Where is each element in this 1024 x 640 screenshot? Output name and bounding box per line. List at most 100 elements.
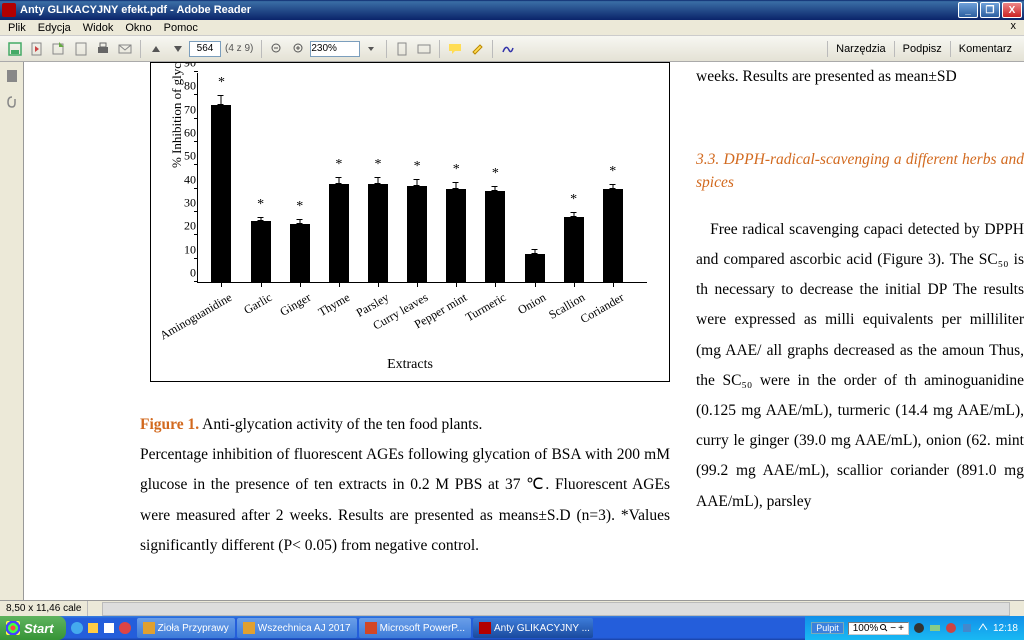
chart-bar	[603, 189, 623, 282]
chart-bar	[368, 184, 388, 282]
convert-icon[interactable]	[27, 39, 47, 59]
quick-launch	[66, 616, 136, 640]
menu-widok[interactable]: Widok	[77, 22, 120, 34]
zoom-dropdown-icon[interactable]	[361, 39, 381, 59]
task-item[interactable]: Zioła Przyprawy	[137, 618, 235, 638]
x-axis-label: Extracts	[151, 357, 669, 373]
chart-bar	[564, 217, 584, 282]
menu-plik[interactable]: Plik	[2, 22, 32, 34]
significance-marker: *	[257, 197, 264, 213]
document-area[interactable]: % Inhibition of glycation 01020304050607…	[24, 62, 1024, 600]
task-item[interactable]: Wszechnica AJ 2017	[237, 618, 357, 638]
create-pdf-icon[interactable]	[71, 39, 91, 59]
section-heading: 3.3. DPPH-radical-scavenging a different…	[696, 148, 1024, 195]
workspace: % Inhibition of glycation 01020304050607…	[0, 62, 1024, 600]
menubar: Plik Edycja Widok Okno Pomoc x	[0, 20, 1024, 36]
print-icon[interactable]	[93, 39, 113, 59]
chart-bar	[290, 224, 310, 282]
significance-marker: *	[609, 164, 616, 180]
page-count: (4 z 9)	[225, 43, 253, 54]
comment-icon[interactable]	[445, 39, 465, 59]
zoom-out-icon[interactable]	[267, 39, 287, 59]
menu-edycja[interactable]: Edycja	[32, 22, 77, 34]
language-indicator[interactable]: Pulpit	[811, 622, 844, 634]
chart-bar	[251, 221, 271, 282]
system-tray: Pulpit 100%−+ 12:18	[805, 616, 1024, 640]
tray-icon-1[interactable]	[913, 622, 925, 634]
y-tick: 30	[184, 196, 198, 211]
y-tick: 40	[184, 172, 198, 187]
save-icon[interactable]	[5, 39, 25, 59]
tray-icon-4[interactable]	[961, 622, 973, 634]
attachments-icon[interactable]	[4, 94, 20, 110]
horizontal-scrollbar[interactable]	[102, 602, 1010, 616]
figure-body: Percentage inhibition of fluorescent AGE…	[140, 446, 670, 554]
menu-okno[interactable]: Okno	[119, 22, 157, 34]
significance-marker: *	[453, 162, 460, 178]
chart-bar	[525, 254, 545, 282]
y-tick: 20	[184, 219, 198, 234]
ql-icon-1[interactable]	[70, 621, 84, 635]
sign-icon[interactable]	[498, 39, 518, 59]
tray-icon-2[interactable]	[929, 622, 941, 634]
chart-bar	[211, 105, 231, 282]
chart-figure: % Inhibition of glycation 01020304050607…	[150, 62, 670, 382]
email-icon[interactable]	[115, 39, 135, 59]
doc-close-button[interactable]: x	[1005, 20, 1023, 32]
figure-caption: Figure 1. Anti-glycation activity of the…	[140, 410, 670, 561]
maximize-button[interactable]: ❐	[980, 2, 1000, 18]
window-close-button[interactable]: X	[1002, 2, 1022, 18]
app-icon	[2, 3, 16, 17]
y-tick: 60	[184, 126, 198, 141]
tab-podpisz[interactable]: Podpisz	[894, 41, 950, 57]
significance-marker: *	[492, 166, 499, 182]
significance-marker: *	[218, 75, 225, 91]
right-column-text: weeks. Results are presented as mean±SD …	[696, 62, 1024, 517]
ql-icon-4[interactable]	[118, 621, 132, 635]
fit-page-icon[interactable]	[392, 39, 412, 59]
y-tick: 70	[184, 102, 198, 117]
zoom-tray[interactable]: 100%−+	[848, 622, 909, 635]
zoom-select[interactable]	[310, 41, 360, 57]
titlebar: Anty GLIKACYJNY efekt.pdf - Adobe Reader…	[0, 0, 1024, 20]
ql-icon-2[interactable]	[86, 621, 100, 635]
menu-pomoc[interactable]: Pomoc	[158, 22, 204, 34]
zoom-in-icon[interactable]	[289, 39, 309, 59]
page-number-input[interactable]	[189, 41, 221, 57]
tray-icon-5[interactable]	[977, 622, 989, 634]
chart-bar	[446, 189, 466, 282]
chart-plot-area: 0102030405060708090*Aminoguanidine*Garli…	[197, 73, 647, 283]
chart-bar	[485, 191, 505, 282]
y-tick: 50	[184, 149, 198, 164]
minimize-button[interactable]: _	[958, 2, 978, 18]
pdf-statusbar: 8,50 x 11,46 cale	[0, 600, 1024, 616]
y-tick: 90	[184, 62, 198, 71]
significance-marker: *	[375, 157, 382, 173]
pdf-page: % Inhibition of glycation 01020304050607…	[24, 62, 1024, 600]
window-title: Anty GLIKACYJNY efekt.pdf - Adobe Reader	[20, 4, 956, 16]
figure-label: Figure 1.	[140, 416, 199, 433]
significance-marker: *	[335, 157, 342, 173]
toolbar: (4 z 9) Narzędzia Podpisz Komentarz	[0, 36, 1024, 62]
thumbnails-icon[interactable]	[4, 68, 20, 84]
task-item[interactable]: Microsoft PowerP...	[359, 618, 471, 638]
fit-width-icon[interactable]	[414, 39, 434, 59]
page-dimensions: 8,50 x 11,46 cale	[0, 601, 88, 616]
tray-icon-3[interactable]	[945, 622, 957, 634]
tab-narzedzia[interactable]: Narzędzia	[827, 41, 894, 57]
task-item[interactable]: Anty GLIKACYJNY ...	[473, 618, 593, 638]
figure-title: Anti-glycation activity of the ten food …	[199, 416, 482, 433]
y-tick: 10	[184, 242, 198, 257]
clock[interactable]: 12:18	[993, 623, 1018, 634]
ql-icon-3[interactable]	[102, 621, 116, 635]
tab-komentarz[interactable]: Komentarz	[950, 41, 1020, 57]
highlight-icon[interactable]	[467, 39, 487, 59]
significance-marker: *	[414, 159, 421, 175]
export-icon[interactable]	[49, 39, 69, 59]
significance-marker: *	[570, 192, 577, 208]
start-button[interactable]: Start	[0, 616, 66, 640]
chart-bar	[407, 186, 427, 282]
page-down-icon[interactable]	[168, 39, 188, 59]
page-up-icon[interactable]	[146, 39, 166, 59]
section-body: Free radical scavenging capaci detected …	[696, 215, 1024, 517]
